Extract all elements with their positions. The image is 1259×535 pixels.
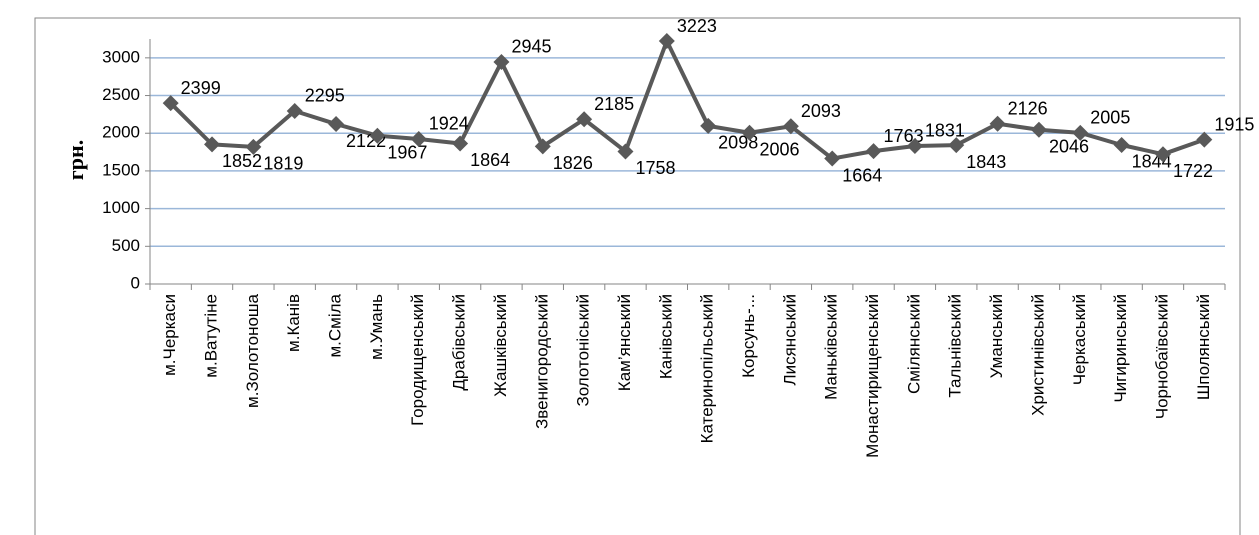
x-tick-label: Уманський bbox=[987, 294, 1006, 378]
x-tick-label: Смілянський bbox=[904, 294, 923, 394]
marker bbox=[328, 116, 345, 133]
marker bbox=[245, 138, 262, 155]
x-tick-label: Лисянський bbox=[780, 294, 799, 386]
data-label: 1843 bbox=[966, 152, 1006, 172]
y-tick-label: 500 bbox=[112, 236, 140, 255]
x-tick-label: Чорнобаївський bbox=[1152, 294, 1171, 419]
marker bbox=[741, 124, 758, 141]
marker bbox=[824, 150, 841, 167]
x-tick-label: Шполянський bbox=[1194, 294, 1213, 400]
data-label: 2399 bbox=[181, 78, 221, 98]
marker bbox=[1113, 136, 1130, 153]
y-tick-label: 2000 bbox=[102, 123, 140, 142]
x-tick-label: Кам’янський bbox=[615, 294, 634, 391]
x-tick-label: Корсунь-... bbox=[739, 294, 758, 378]
data-label: 2006 bbox=[760, 140, 800, 160]
data-label: 2093 bbox=[801, 101, 841, 121]
marker bbox=[286, 102, 303, 119]
data-label: 1826 bbox=[553, 153, 593, 173]
data-label: 2046 bbox=[1049, 137, 1089, 157]
x-tick-label: Катеринопільський bbox=[698, 294, 717, 443]
x-tick-label: м.Золотоноша bbox=[243, 293, 262, 407]
y-tick-label: 3000 bbox=[102, 47, 140, 66]
data-label: 1924 bbox=[429, 114, 469, 134]
x-tick-label: Звенигородський bbox=[532, 294, 551, 429]
data-label: 3223 bbox=[677, 16, 717, 36]
data-label: 1915 bbox=[1214, 114, 1254, 134]
x-tick-label: Монастирищенський bbox=[863, 294, 882, 458]
x-tick-label: Чигиринський bbox=[1111, 294, 1130, 403]
marker bbox=[1154, 146, 1171, 163]
data-label: 2185 bbox=[594, 94, 634, 114]
data-label: 1819 bbox=[263, 154, 303, 174]
data-label: 1831 bbox=[925, 121, 965, 141]
y-tick-label: 1500 bbox=[102, 160, 140, 179]
marker bbox=[576, 111, 593, 128]
marker bbox=[1030, 121, 1047, 138]
x-tick-label: Золотоніський bbox=[574, 294, 593, 407]
marker bbox=[1072, 124, 1089, 141]
x-tick-label: м.Умань bbox=[367, 294, 386, 360]
x-tick-label: Тальнівський bbox=[946, 294, 965, 398]
marker bbox=[369, 127, 386, 144]
x-tick-label: Канівський bbox=[656, 294, 675, 379]
data-label: 2005 bbox=[1090, 108, 1130, 128]
data-label: 2945 bbox=[511, 37, 551, 57]
marker bbox=[162, 95, 179, 112]
marker bbox=[1196, 131, 1213, 148]
x-tick-label: Жашківський bbox=[491, 294, 510, 397]
y-tick-label: 0 bbox=[131, 273, 140, 292]
data-label: 1864 bbox=[470, 150, 510, 170]
marker bbox=[782, 118, 799, 135]
marker bbox=[204, 136, 221, 153]
chart-border bbox=[34, 17, 1241, 535]
marker bbox=[452, 135, 469, 152]
x-tick-label: Христинівський bbox=[1028, 294, 1047, 416]
marker bbox=[493, 53, 510, 70]
data-label: 1664 bbox=[842, 165, 882, 185]
marker bbox=[534, 138, 551, 155]
x-tick-label: Городищенський bbox=[408, 294, 427, 426]
marker bbox=[989, 115, 1006, 132]
x-tick-label: м.Ватутіне bbox=[202, 294, 221, 378]
y-axis-label: грн. bbox=[63, 140, 88, 180]
x-tick-label: Маньківський bbox=[822, 294, 841, 400]
data-label: 1722 bbox=[1173, 161, 1213, 181]
marker bbox=[658, 33, 675, 50]
marker bbox=[410, 130, 427, 147]
data-label: 2295 bbox=[305, 86, 345, 106]
y-tick-label: 1000 bbox=[102, 198, 140, 217]
marker bbox=[865, 143, 882, 160]
y-tick-label: 2500 bbox=[102, 85, 140, 104]
x-tick-label: Драбівський bbox=[450, 294, 469, 391]
marker bbox=[906, 137, 923, 154]
x-tick-label: Черкаський bbox=[1070, 294, 1089, 385]
marker bbox=[948, 137, 965, 154]
data-label: 1758 bbox=[635, 158, 675, 178]
x-tick-label: м.Канів bbox=[284, 294, 303, 352]
data-label: 1852 bbox=[222, 151, 262, 171]
x-tick-label: м.Черкаси bbox=[160, 294, 179, 376]
data-label: 1967 bbox=[387, 142, 427, 162]
data-label: 2126 bbox=[1008, 98, 1048, 118]
marker bbox=[617, 143, 634, 160]
marker bbox=[700, 117, 717, 134]
x-tick-label: м.Сміла bbox=[326, 293, 345, 357]
